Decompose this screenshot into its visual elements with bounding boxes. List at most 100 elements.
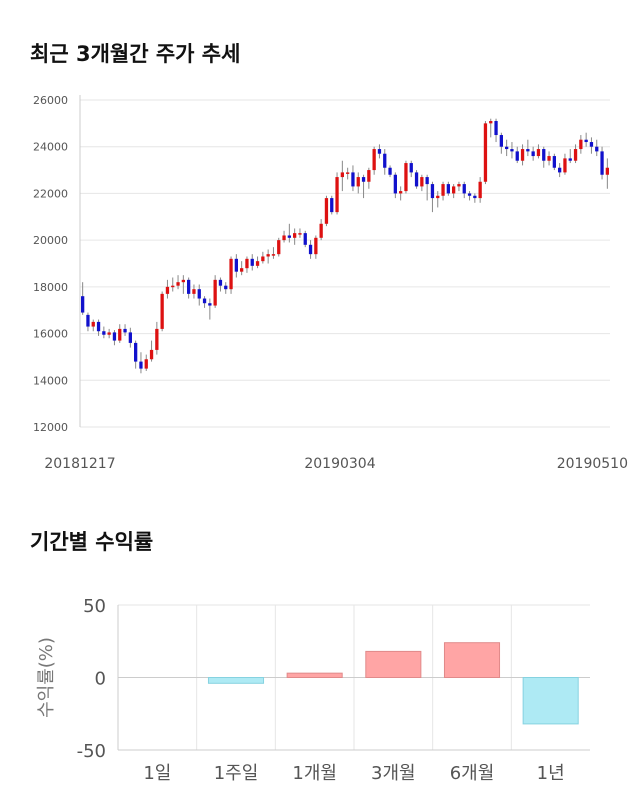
candle-down xyxy=(568,158,572,161)
candle-down xyxy=(531,151,535,157)
candle-up xyxy=(213,279,217,306)
bar-negative xyxy=(207,677,265,684)
candle-up xyxy=(457,184,461,187)
candle-up xyxy=(91,321,95,327)
candle-up xyxy=(176,282,180,286)
x-tick-label: 1주일 xyxy=(214,763,259,784)
candle-down xyxy=(414,172,419,187)
candle-down xyxy=(542,149,546,161)
candle-up xyxy=(293,233,297,238)
candle-down xyxy=(128,332,132,343)
candle-down xyxy=(510,149,514,152)
candle-down xyxy=(558,167,562,173)
candle-up xyxy=(107,332,111,335)
candle-down xyxy=(473,195,477,199)
candle-down xyxy=(351,172,355,187)
candle-down xyxy=(218,279,223,286)
y-axis-label: 수익률(%) xyxy=(36,637,57,718)
candle-up xyxy=(245,258,249,269)
candle-up xyxy=(478,181,482,199)
x-tick-label: 20181217 xyxy=(44,456,115,472)
candle-down xyxy=(526,149,530,152)
candle-up xyxy=(489,121,493,124)
candle-up xyxy=(536,149,541,157)
candle-up xyxy=(335,177,339,213)
candle-down xyxy=(584,139,588,143)
bar-positive xyxy=(365,650,422,679)
x-tick-label: 6개월 xyxy=(450,763,495,784)
candle-down xyxy=(409,163,413,173)
y-tick-label: 20000 xyxy=(33,234,68,247)
candle-up xyxy=(314,237,318,255)
candle-down xyxy=(383,153,387,168)
candle-down xyxy=(361,177,366,182)
candle-up xyxy=(229,258,233,290)
candle-down xyxy=(425,177,429,185)
candle-up xyxy=(452,186,456,194)
candle-down xyxy=(81,296,85,313)
candle-down xyxy=(393,174,397,194)
price-trend-title: 최근 3개월간 주가 추세 xyxy=(30,42,241,66)
candle-up xyxy=(319,223,323,238)
candle-down xyxy=(377,149,382,154)
candle-up xyxy=(160,293,164,329)
x-tick-label: 1개월 xyxy=(292,763,337,784)
candle-up xyxy=(399,191,403,194)
candle-down xyxy=(330,198,334,213)
candle-down xyxy=(112,332,117,341)
candle-up xyxy=(404,163,408,192)
x-tick-label: 1년 xyxy=(537,763,565,784)
bar-positive xyxy=(286,672,343,679)
candle-up xyxy=(324,198,329,224)
candle-up xyxy=(436,195,440,199)
y-tick-label: 16000 xyxy=(33,328,68,341)
candle-up xyxy=(298,233,302,235)
candle-up xyxy=(356,177,360,187)
y-tick-label: 22000 xyxy=(33,187,68,200)
candle-up xyxy=(563,158,567,173)
candle-down xyxy=(234,258,238,272)
candle-down xyxy=(96,321,101,332)
y-tick-label: 14000 xyxy=(33,374,68,387)
candle-down xyxy=(123,328,127,333)
candle-up xyxy=(144,359,148,369)
candle-down xyxy=(308,244,313,255)
y-tick-label: 12000 xyxy=(33,421,68,434)
candle-down xyxy=(224,285,228,290)
candle-down xyxy=(86,314,90,327)
candle-down xyxy=(202,298,207,304)
y-tick-label: -50 xyxy=(77,741,106,762)
candle-down xyxy=(600,151,604,175)
candle-down xyxy=(494,121,498,136)
y-tick-label: 18000 xyxy=(33,281,68,294)
candle-down xyxy=(250,258,254,266)
candle-up xyxy=(367,170,371,182)
candle-down xyxy=(515,151,519,161)
candle-up xyxy=(579,139,583,150)
candle-up xyxy=(420,177,424,187)
bar-negative xyxy=(522,677,579,725)
candle-up xyxy=(171,285,175,288)
candle-up xyxy=(277,240,281,255)
candle-down xyxy=(388,167,392,175)
candle-up xyxy=(547,156,551,161)
y-tick-label: 0 xyxy=(95,669,106,690)
candle-down xyxy=(208,303,212,306)
period-returns-title: 기간별 수익률 xyxy=(30,530,154,554)
candle-up xyxy=(520,149,525,161)
y-tick-label: 50 xyxy=(83,596,106,617)
x-tick-label: 20190510 xyxy=(557,456,628,472)
candle-up xyxy=(181,279,185,283)
candle-up xyxy=(192,289,196,294)
candle-down xyxy=(430,184,435,199)
candle-up xyxy=(271,254,276,256)
candle-up xyxy=(165,286,170,294)
y-tick-label: 24000 xyxy=(33,141,68,154)
candle-down xyxy=(102,331,106,335)
x-tick-label: 1일 xyxy=(143,763,171,784)
candle-up xyxy=(346,172,350,174)
period-returns-bar-chart: 50 0 -50 수익률(%) 1일 1주일 1개월 3개월 6개월 1년 xyxy=(36,596,590,784)
candle-up xyxy=(605,167,609,175)
candle-up xyxy=(255,261,260,266)
y-tick-label: 26000 xyxy=(33,94,68,107)
